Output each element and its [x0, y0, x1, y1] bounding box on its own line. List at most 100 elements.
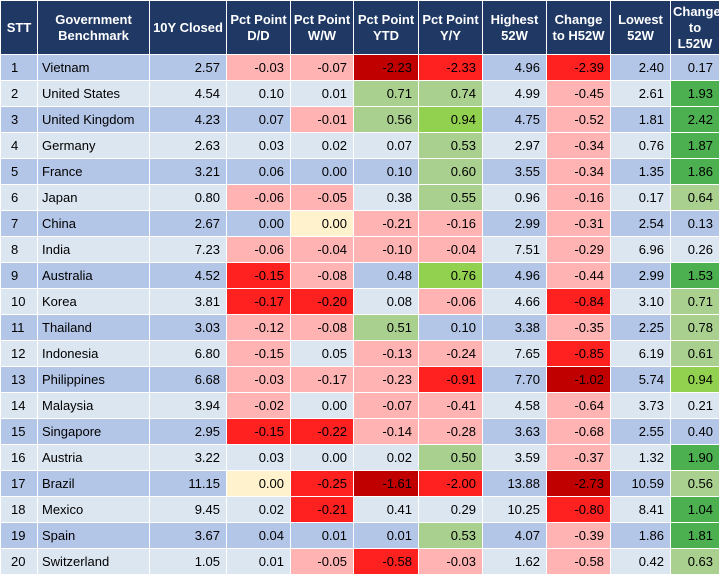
cell-stt: 9	[0, 262, 38, 289]
cell-yy: -2.33	[418, 54, 483, 81]
cell-h52: 4.75	[482, 106, 547, 133]
cell-yy: -0.06	[418, 288, 483, 315]
cell-h52: 7.70	[482, 366, 547, 393]
cell-l52: 10.59	[610, 470, 671, 497]
cell-cl52: 1.04	[670, 496, 720, 523]
cell-ww: 0.02	[290, 132, 354, 159]
cell-closed: 0.80	[149, 184, 227, 211]
table-row: 10 Korea 3.81 -0.17 -0.20 0.08 -0.06 4.66 -0.84 3…	[0, 288, 720, 315]
cell-country: Philippines	[37, 366, 150, 393]
table-row: 5 France 3.21 0.06 0.00 0.10 0.60 3.55 -0.34 1.35…	[0, 158, 720, 185]
cell-stt: 7	[0, 210, 38, 237]
cell-ww: -0.25	[290, 470, 354, 497]
cell-ww: -0.22	[290, 418, 354, 445]
cell-ytd: -0.21	[353, 210, 419, 237]
cell-l52: 1.86	[610, 522, 671, 549]
cell-ww: -0.17	[290, 366, 354, 393]
cell-stt: 5	[0, 158, 38, 185]
cell-dd: -0.06	[226, 236, 291, 263]
cell-ytd: 0.02	[353, 444, 419, 471]
cell-stt: 17	[0, 470, 38, 497]
table-row: 6 Japan 0.80 -0.06 -0.05 0.38 0.55 0.96 -0.16 0.1…	[0, 184, 720, 211]
cell-dd: 0.04	[226, 522, 291, 549]
cell-cl52: 0.56	[670, 470, 720, 497]
cell-ch52: -2.73	[546, 470, 611, 497]
table-row: 18 Mexico 9.45 0.02 -0.21 0.41 0.29 10.25 -0.80 8…	[0, 496, 720, 523]
cell-country: France	[37, 158, 150, 185]
cell-l52: 2.55	[610, 418, 671, 445]
cell-yy: -0.04	[418, 236, 483, 263]
table-row: 19 Spain 3.67 0.04 0.01 0.01 0.53 4.07 -0.39 1.86…	[0, 522, 720, 549]
cell-stt: 15	[0, 418, 38, 445]
cell-h52: 4.07	[482, 522, 547, 549]
cell-dd: -0.15	[226, 262, 291, 289]
cell-l52: 2.99	[610, 262, 671, 289]
cell-country: United States	[37, 80, 150, 107]
cell-cl52: 0.17	[670, 54, 720, 81]
table-row: 15 Singapore 2.95 -0.15 -0.22 -0.14 -0.28 3.63-…	[0, 418, 720, 445]
cell-ytd: -0.23	[353, 366, 419, 393]
cell-stt: 14	[0, 392, 38, 419]
cell-dd: -0.06	[226, 184, 291, 211]
cell-ytd: 0.07	[353, 132, 419, 159]
cell-l52: 8.41	[610, 496, 671, 523]
cell-h52: 1.62	[482, 548, 547, 575]
cell-ytd: 0.51	[353, 314, 419, 341]
cell-h52: 4.99	[482, 80, 547, 107]
cell-h52: 13.88	[482, 470, 547, 497]
cell-yy: 0.29	[418, 496, 483, 523]
cell-cl52: 0.94	[670, 366, 720, 393]
cell-country: Malaysia	[37, 392, 150, 419]
cell-h52: 7.65	[482, 340, 547, 367]
cell-ytd: 0.48	[353, 262, 419, 289]
cell-yy: -0.24	[418, 340, 483, 367]
cell-yy: 0.53	[418, 132, 483, 159]
cell-h52: 7.51	[482, 236, 547, 263]
cell-yy: 0.94	[418, 106, 483, 133]
cell-l52: 1.32	[610, 444, 671, 471]
cell-stt: 16	[0, 444, 38, 471]
table-row: 1 Vietnam 2.57 -0.03 -0.07 -2.23 -2.33 4.96 -2.3…	[0, 54, 720, 81]
cell-country: Australia	[37, 262, 150, 289]
header-dd: Pct Point D/D	[226, 0, 291, 55]
table-row: 2 United States 4.54 0.10 0.01 0.71 0.74 4.99 -0…	[0, 80, 720, 107]
cell-ww: -0.05	[290, 548, 354, 575]
cell-stt: 19	[0, 522, 38, 549]
table-body: 1 Vietnam 2.57 -0.03 -0.07 -2.23 -2.33 4.96 -2.3…	[0, 54, 720, 575]
header-ch52: Change to H52W	[546, 0, 611, 55]
cell-ytd: 0.38	[353, 184, 419, 211]
cell-ytd: 0.01	[353, 522, 419, 549]
cell-stt: 2	[0, 80, 38, 107]
cell-ch52: -0.85	[546, 340, 611, 367]
cell-ww: 0.00	[290, 158, 354, 185]
cell-l52: 3.73	[610, 392, 671, 419]
cell-l52: 0.17	[610, 184, 671, 211]
cell-dd: 0.07	[226, 106, 291, 133]
cell-ww: -0.20	[290, 288, 354, 315]
cell-closed: 7.23	[149, 236, 227, 263]
cell-closed: 2.95	[149, 418, 227, 445]
cell-closed: 2.63	[149, 132, 227, 159]
cell-cl52: 0.61	[670, 340, 720, 367]
cell-yy: 0.76	[418, 262, 483, 289]
cell-ytd: -0.10	[353, 236, 419, 263]
cell-cl52: 1.93	[670, 80, 720, 107]
table-row: 14 Malaysia 3.94 -0.02 0.00 -0.07 -0.41 4.58 -0.…	[0, 392, 720, 419]
cell-cl52: 0.13	[670, 210, 720, 237]
cell-l52: 5.74	[610, 366, 671, 393]
cell-ch52: -0.35	[546, 314, 611, 341]
cell-cl52: 0.78	[670, 314, 720, 341]
cell-h52: 4.96	[482, 262, 547, 289]
cell-closed: 6.80	[149, 340, 227, 367]
table-row: 16 Austria 3.22 0.03 0.00 0.02 0.50 3.59 -0.37 1.…	[0, 444, 720, 471]
cell-stt: 3	[0, 106, 38, 133]
cell-cl52: 1.81	[670, 522, 720, 549]
cell-ytd: -0.13	[353, 340, 419, 367]
cell-yy: -0.28	[418, 418, 483, 445]
table-row: 13 Philippines 6.68 -0.03 -0.17 -0.23 -0.91 7.7…	[0, 366, 720, 393]
cell-ch52: -0.64	[546, 392, 611, 419]
cell-closed: 6.68	[149, 366, 227, 393]
cell-dd: -0.15	[226, 418, 291, 445]
cell-ch52: -0.37	[546, 444, 611, 471]
cell-yy: -0.03	[418, 548, 483, 575]
